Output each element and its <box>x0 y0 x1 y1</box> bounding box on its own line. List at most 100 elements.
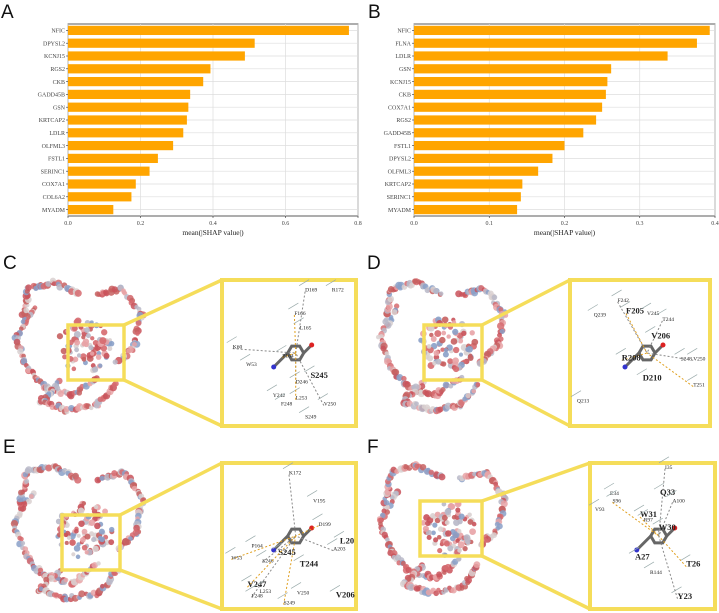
category-label: KCNJ15 <box>44 54 65 60</box>
panel-label-d: D <box>367 253 381 274</box>
residue-label: F248 <box>281 402 293 408</box>
residue-stick <box>333 530 345 538</box>
residue-stick <box>687 374 698 381</box>
residue-label: K60 <box>233 345 243 351</box>
interaction-line <box>617 301 648 354</box>
residue-label: W31 <box>640 509 657 519</box>
residue-stick <box>304 365 315 373</box>
residue-stick <box>226 336 237 343</box>
residue-label: W53 <box>246 362 257 368</box>
residue-stick <box>293 554 304 561</box>
bar <box>414 179 523 189</box>
bar <box>68 140 174 151</box>
residue-label: W53 <box>231 555 242 561</box>
x-tick-label: 0.8 <box>354 221 362 227</box>
category-label: DPYSL2 <box>389 157 411 163</box>
category-label: GSN <box>53 105 66 111</box>
residue-label: R208 <box>622 352 641 362</box>
residue-stick <box>611 289 622 297</box>
bar <box>414 140 565 151</box>
residue-label: W30 <box>659 522 676 532</box>
residue-label: S246 <box>262 558 274 564</box>
ligand <box>271 342 315 370</box>
residue-stick <box>671 586 682 594</box>
residue-stick <box>628 547 640 554</box>
zoom-connector <box>481 278 571 327</box>
protein-surface <box>376 461 509 597</box>
residue-label: F242 <box>618 298 630 304</box>
residue-label: D199 <box>318 522 330 528</box>
category-label: CKB <box>399 93 411 99</box>
residue-label: V250 <box>297 590 309 596</box>
residue-stick <box>282 462 294 469</box>
interaction-line <box>658 535 678 599</box>
residue-label: V250 <box>693 356 705 362</box>
residue-stick <box>615 347 626 355</box>
residue-label: T26 <box>686 559 700 569</box>
residue-label: R97 <box>644 517 653 523</box>
residue-stick <box>653 482 665 490</box>
interaction-line <box>295 352 325 406</box>
residue-stick <box>274 393 286 400</box>
residue-label: T251 <box>693 383 705 389</box>
zoom-connector <box>119 568 223 611</box>
interaction-line <box>639 516 660 537</box>
residue-label: P164 <box>282 353 294 359</box>
residue-label: Y23 <box>678 591 693 601</box>
category-label: CKB <box>53 80 65 86</box>
residue-label: L253 <box>260 589 272 595</box>
residue-stick <box>298 406 310 414</box>
residue-stick <box>288 302 299 310</box>
residue-stick <box>253 580 264 588</box>
residue-stick <box>656 308 667 316</box>
protein-surface <box>11 277 147 415</box>
bar <box>68 153 158 164</box>
residue-label: V93 <box>595 507 605 513</box>
bar <box>414 128 584 138</box>
shap-bar-chart-b: NFIC FLNA LDLR GSN KCNJ15 CKB COX7A1 RGS2 GADD45… <box>384 23 719 237</box>
bar <box>68 89 191 100</box>
binding-site-box <box>422 323 484 382</box>
residue-stick <box>245 585 256 592</box>
bar <box>68 204 114 215</box>
category-label: KRTCAP2 <box>39 118 65 124</box>
residue-stick <box>266 384 278 392</box>
residue-stick <box>298 279 310 286</box>
interaction-line <box>658 468 666 537</box>
ligand <box>622 342 666 370</box>
category-label: COL6A2 <box>43 195 65 201</box>
residue-stick <box>619 301 631 308</box>
category-label: DPYSL2 <box>43 41 65 47</box>
protein-surface <box>375 278 509 415</box>
x-tick-label: 0.6 <box>282 221 290 227</box>
residue-label: A203 <box>333 547 345 553</box>
residue-label: V245 <box>647 311 659 317</box>
protein-surface <box>10 463 147 603</box>
category-label: SERINC1 <box>387 195 411 201</box>
residue-stick <box>239 353 251 361</box>
residue-stick <box>329 585 341 592</box>
category-label: FSTL1 <box>48 157 65 163</box>
residue-label: L165 <box>300 326 312 332</box>
residue-stick <box>636 368 647 376</box>
category-label: SERINC1 <box>41 169 65 175</box>
residue-label: Q213 <box>577 399 589 405</box>
bar <box>414 115 597 125</box>
binding-site-box <box>66 323 126 382</box>
panel-label-e: E <box>3 437 16 458</box>
x-axis-label: mean(|SHAP value|) <box>534 228 596 237</box>
bar <box>414 38 697 48</box>
residue-label: Q33 <box>660 487 675 497</box>
residue-stick <box>290 582 302 589</box>
residue-stick <box>325 279 337 286</box>
interaction-line <box>261 535 297 563</box>
residue-label: A27 <box>635 551 650 561</box>
residue-stick <box>306 490 318 497</box>
category-label: GADD45B <box>384 131 411 137</box>
docking-panel-e: K172 V195 D199 L20 A203 P164 W53 S245 S246 T244 V2… <box>10 461 358 611</box>
bar <box>68 64 211 74</box>
category-label: OLFML3 <box>388 169 411 175</box>
